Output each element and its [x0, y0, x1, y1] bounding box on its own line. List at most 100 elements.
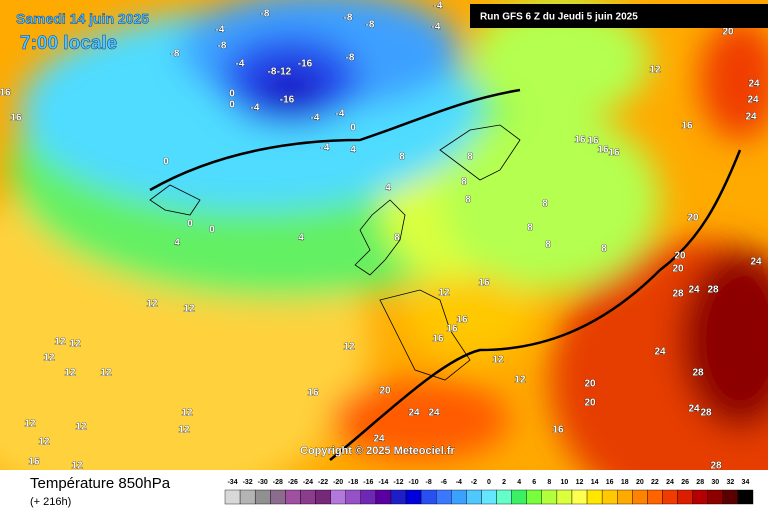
map-value-label: -8	[268, 67, 277, 78]
map-value-label: -4	[251, 103, 260, 114]
legend-label: -10	[409, 479, 419, 486]
legend-swatch	[436, 489, 452, 505]
map-value-label: -16	[280, 95, 295, 106]
map-value-label: 16	[0, 88, 11, 99]
map-value-label: 12	[514, 375, 526, 386]
legend-swatch	[224, 489, 241, 505]
map-value-label: 12	[438, 288, 450, 299]
legend-swatch	[390, 489, 407, 505]
map-value-label: 12	[69, 339, 81, 350]
map-value-label: 8	[601, 244, 607, 255]
map-value-label: 0	[350, 123, 356, 134]
legend-label: 34	[742, 479, 750, 486]
map-value-label: -4	[216, 25, 225, 36]
map-value-label: 8	[527, 223, 533, 234]
legend-label: -8	[426, 479, 432, 486]
map-value-label: 12	[100, 368, 112, 379]
map-value-label: 28	[672, 289, 684, 300]
map-value-label: 0	[163, 157, 169, 168]
legend-swatch	[586, 489, 603, 505]
legend-label: 2	[502, 479, 506, 486]
map-value-label: 20	[722, 27, 734, 38]
map-value-label: 16	[456, 315, 468, 326]
legend-label: 14	[591, 479, 599, 486]
copyright: Copyright © 2025 Meteociel.fr	[300, 445, 456, 457]
legend-label: 12	[576, 479, 584, 486]
legend-swatch	[285, 489, 301, 505]
map-value-label: 24	[654, 347, 666, 358]
map-value-label: 20	[584, 398, 596, 409]
legend-label: 20	[636, 479, 644, 486]
map-value-label: 12	[24, 419, 36, 430]
map-value-label: 16	[478, 278, 490, 289]
run-info: Run GFS 6 Z du Jeudi 5 juin 2025	[480, 12, 638, 23]
legend-swatch	[617, 489, 633, 505]
legend-label: 30	[711, 479, 719, 486]
map-value-label: 12	[492, 355, 504, 366]
map-value-label: 8	[545, 240, 551, 251]
map-value-label: 16	[28, 457, 40, 468]
map-value-label: 12	[38, 437, 50, 448]
map-value-label: 8	[542, 199, 548, 210]
legend-swatch	[526, 489, 543, 505]
footer-subtitle: (+ 216h)	[30, 496, 71, 508]
legend-swatch	[511, 489, 527, 505]
legend-label: -22	[318, 479, 328, 486]
legend-swatch	[677, 489, 693, 505]
run-box	[470, 4, 768, 28]
map-value-label: 20	[672, 264, 684, 275]
legend-swatch	[330, 489, 346, 505]
map-value-label: 0	[229, 100, 235, 111]
legend-label: -14	[378, 479, 388, 486]
map-value-label: 12	[178, 425, 190, 436]
color-legend: -34 -32 -30 -28 -26 -24 -22 -20 -18 -16 -14 -12 -10-…	[224, 479, 754, 505]
map-value-label: 8	[394, 233, 400, 244]
map-value-label: -4	[434, 1, 443, 12]
legend-swatch	[420, 489, 437, 505]
legend-label: -16	[363, 479, 373, 486]
legend-label: -28	[273, 479, 283, 486]
map-value-label: 24	[747, 95, 759, 106]
map-value-label: -12	[277, 67, 292, 78]
legend-label: 10	[561, 479, 569, 486]
legend-label: 18	[621, 479, 629, 486]
map-value-label: 16	[587, 136, 599, 147]
legend-label: 28	[696, 479, 704, 486]
map-value-label: -16	[298, 59, 313, 70]
legend-swatch	[692, 489, 708, 505]
legend-label: -30	[258, 479, 268, 486]
map-value-label: 28	[692, 368, 704, 379]
legend-label: 32	[726, 479, 734, 486]
map-value-label: -4	[432, 22, 441, 33]
legend-swatch	[601, 489, 618, 505]
legend-swatch	[315, 489, 331, 505]
map-value-label: 16	[446, 324, 458, 335]
time-title: 7:00 locale	[20, 33, 117, 54]
legend-label: 6	[532, 479, 536, 486]
legend-label: -2	[471, 479, 477, 486]
legend-label: 26	[681, 479, 689, 486]
map-value-label: 8	[461, 177, 467, 188]
map-value-label: 24	[373, 434, 385, 445]
legend-swatch	[451, 489, 467, 505]
legend-swatch	[571, 489, 588, 505]
map-value-label: 16	[574, 135, 586, 146]
map-value-label: 12	[146, 299, 158, 310]
map-value-label: 16	[552, 425, 564, 436]
map-value-label: 12	[43, 353, 55, 364]
legend-label: -26	[288, 479, 298, 486]
map-value-label: 24	[408, 408, 420, 419]
map-value-label: 4	[385, 183, 391, 194]
map-value-label: 8	[465, 195, 471, 206]
map-value-label: 20	[687, 213, 699, 224]
legend-label: -34	[227, 479, 237, 486]
map-value-label: 0	[229, 89, 235, 100]
legend-label: 0	[487, 479, 491, 486]
legend-label: -4	[456, 479, 462, 486]
map-value-label: 24	[688, 285, 700, 296]
map-value-label: 28	[710, 461, 722, 472]
map-value-label: 28	[707, 285, 719, 296]
legend-label: -12	[393, 479, 403, 486]
